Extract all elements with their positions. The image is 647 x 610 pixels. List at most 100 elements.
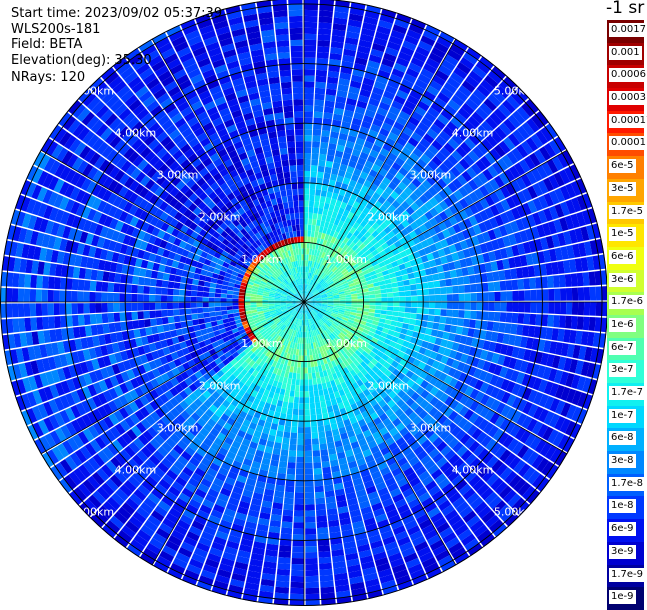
range-gate (305, 475, 314, 481)
range-gate (325, 161, 333, 168)
range-gate (291, 576, 304, 582)
range-gate (357, 293, 363, 296)
range-gate (381, 298, 387, 302)
range-gate (291, 570, 304, 576)
range-gate (318, 390, 323, 397)
range-gate (313, 450, 321, 457)
range-gate (66, 291, 72, 302)
range-gate (48, 290, 54, 302)
range-gate (114, 273, 121, 283)
range-gate (54, 277, 61, 289)
range-gate (304, 4, 318, 10)
range-gate (304, 171, 310, 177)
range-gate (291, 379, 296, 385)
range-gate (84, 303, 90, 313)
range-gate (175, 322, 182, 329)
range-gate (572, 302, 578, 315)
range-gate (84, 292, 90, 302)
range-gate (304, 46, 316, 52)
range-gate (305, 439, 312, 445)
range-gate (89, 303, 95, 313)
range-gate (60, 303, 66, 315)
range-gate (403, 318, 410, 324)
range-gate (305, 403, 310, 409)
range-gate (310, 409, 316, 415)
range-gate (554, 302, 560, 314)
range-gate (315, 88, 325, 95)
range-gate (72, 315, 79, 326)
range-gate (287, 462, 295, 469)
range-gate (131, 303, 137, 311)
range-gate (323, 112, 333, 119)
range-gate (375, 310, 381, 314)
range-gate (251, 294, 257, 297)
range-gate (204, 282, 211, 288)
range-gate (197, 313, 204, 319)
range-gate (411, 302, 417, 307)
range-gate (364, 302, 370, 305)
range-gate (217, 320, 224, 325)
range-gate (470, 311, 477, 320)
range-gate (42, 303, 48, 315)
range-gate (199, 324, 206, 330)
range-gate (554, 289, 560, 301)
range-gate (42, 276, 49, 289)
range-gate (387, 297, 393, 301)
range-gate (307, 361, 311, 367)
range-gate (277, 425, 284, 432)
range-gate (318, 208, 323, 215)
range-gate (138, 277, 145, 285)
range-gate (304, 129, 312, 135)
range-gate (313, 462, 321, 469)
range-gate (204, 317, 211, 323)
range-gate (308, 213, 313, 219)
range-gate (209, 288, 216, 293)
range-gate (291, 427, 297, 433)
range-gate (357, 308, 363, 311)
range-gate (309, 195, 314, 201)
range-gate (320, 449, 328, 456)
range-gate (408, 273, 415, 279)
range-gate (411, 308, 417, 314)
range-gate (250, 297, 256, 300)
range-gate (469, 319, 476, 328)
range-gate (245, 296, 251, 299)
range-gate (274, 491, 284, 498)
range-gate (114, 283, 121, 292)
range-gate (144, 278, 151, 286)
range-gate (317, 527, 328, 534)
range-gate (318, 384, 323, 391)
range-gate (315, 492, 325, 499)
range-gate (143, 294, 149, 302)
range-gate (340, 300, 346, 302)
range-gate (284, 395, 290, 402)
range-gate (318, 22, 331, 29)
range-gate (393, 307, 399, 312)
range-gate (72, 303, 78, 314)
range-gate (197, 291, 203, 296)
range-gate (321, 190, 327, 197)
range-gate (143, 311, 150, 319)
range-gate (506, 302, 512, 312)
range-gate (326, 400, 332, 407)
range-gate (292, 373, 296, 379)
range-gate (500, 312, 507, 322)
range-gate (304, 231, 307, 237)
range-gate (197, 303, 203, 308)
range-gate (215, 298, 221, 302)
range-gate (256, 297, 262, 300)
range-gate (381, 289, 387, 294)
range-gate (440, 287, 447, 294)
range-gate (529, 314, 536, 325)
range-gate (311, 361, 315, 367)
range-gate (30, 317, 37, 330)
range-gate (293, 409, 299, 415)
range-gate (571, 273, 578, 286)
range-gate (291, 385, 296, 391)
range-gate (277, 563, 290, 570)
range-gate (209, 293, 215, 298)
range-gate (363, 292, 369, 296)
range-gate (281, 407, 287, 414)
range-gate (542, 289, 548, 301)
range-gate (197, 297, 203, 302)
